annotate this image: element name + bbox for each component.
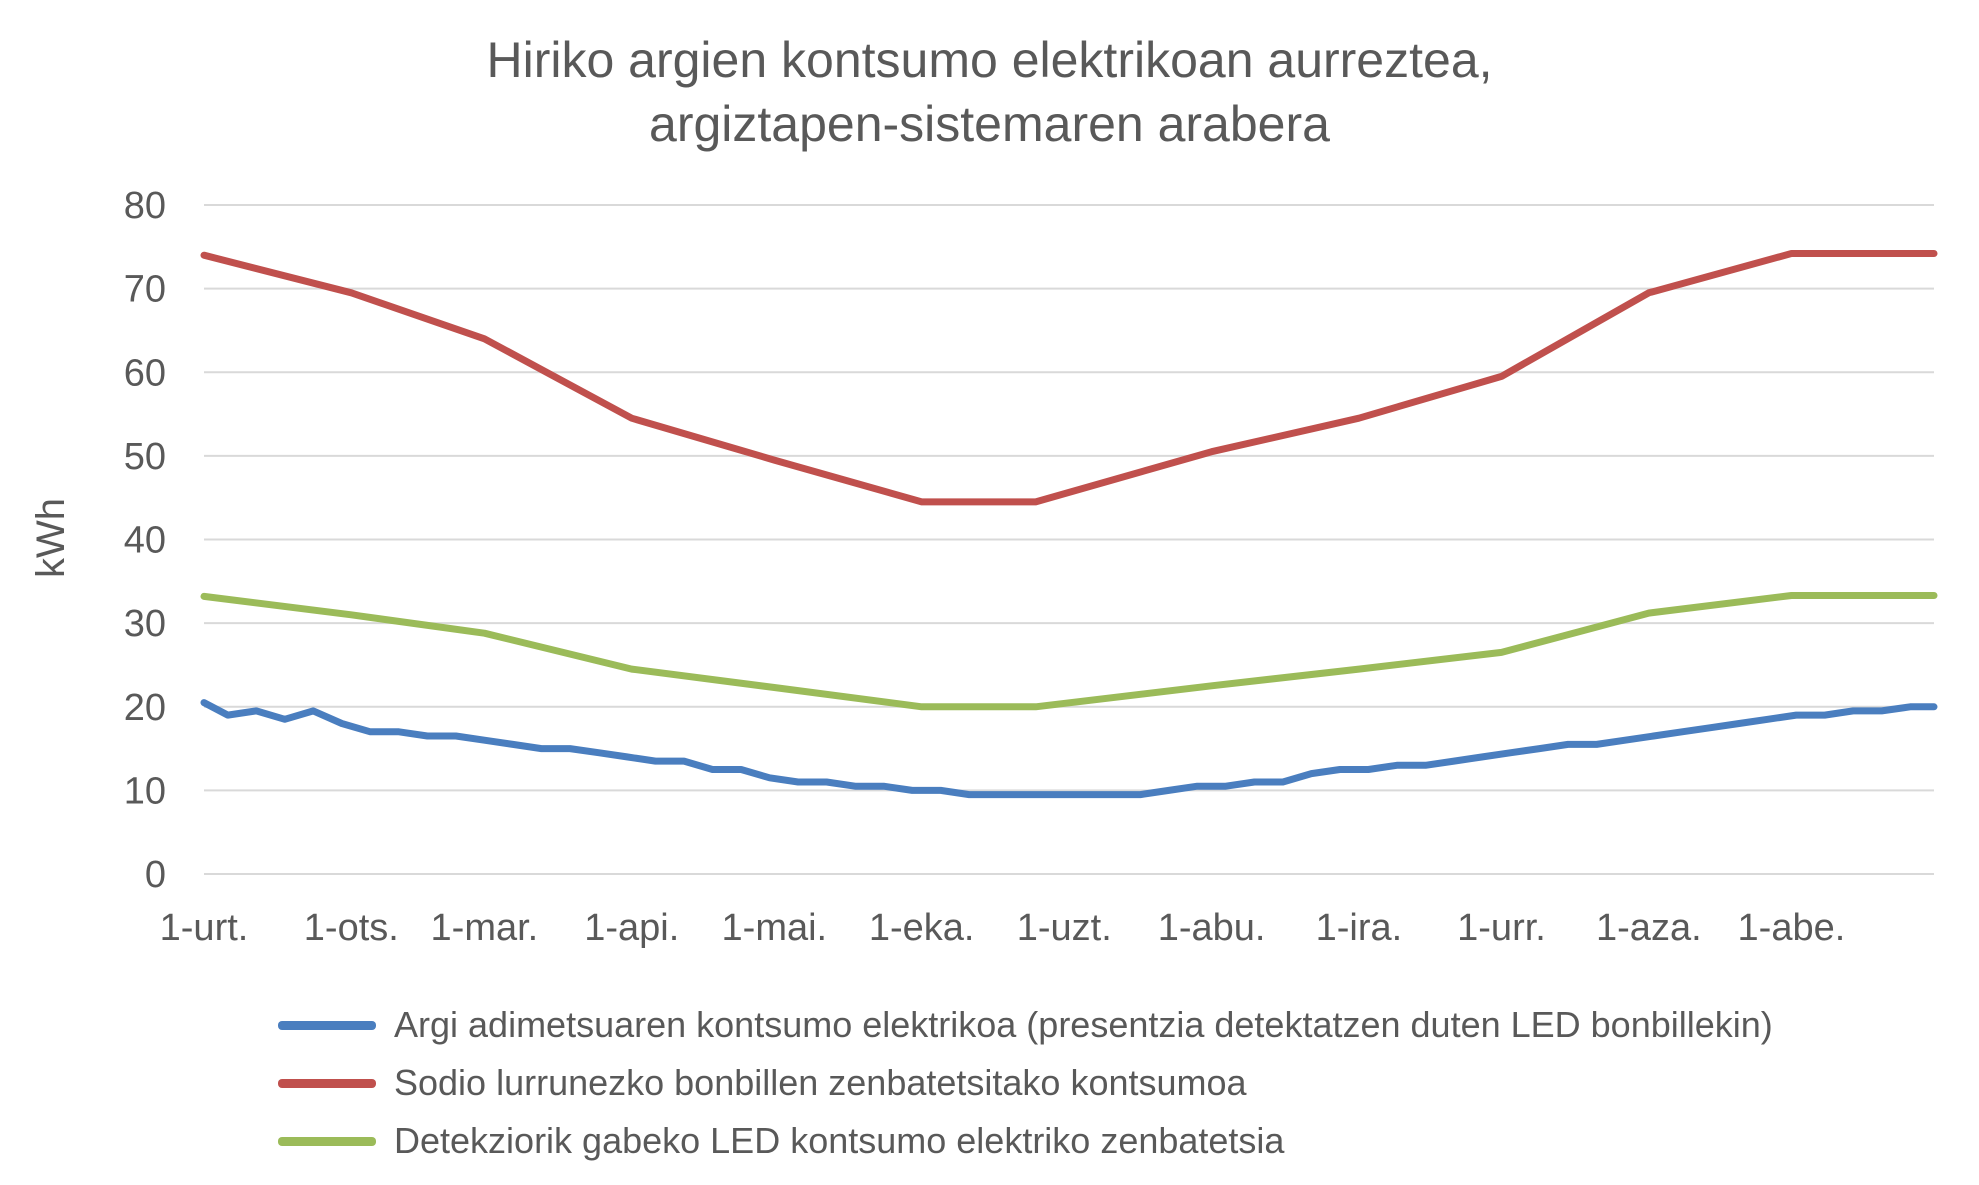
y-tick-label: 40: [124, 520, 166, 562]
x-tick-label: 1-ira.: [1316, 907, 1403, 949]
legend: Argi adimetsuaren kontsumo elektrikoa (p…: [278, 996, 1773, 1170]
legend-swatch-smart-light: [278, 1020, 376, 1030]
legend-item-led-no-detection: Detekziorik gabeko LED kontsumo elektrik…: [278, 1112, 1773, 1170]
legend-label-smart-light: Argi adimetsuaren kontsumo elektrikoa (p…: [394, 1004, 1773, 1045]
x-tick-label: 1-abu.: [1158, 907, 1266, 949]
chart-title-line-2: argiztapen-sistemaren arabera: [649, 96, 1330, 152]
y-tick-label: 50: [124, 436, 166, 478]
series-lines: [200, 250, 1938, 799]
gridlines: [204, 204, 1934, 875]
x-tick-label: 1-uzt.: [1017, 907, 1112, 949]
series-line-led-no-detection: [200, 592, 1938, 711]
x-tick-label: 1-abe.: [1738, 907, 1846, 949]
legend-swatch-sodium-lamps: [278, 1078, 376, 1088]
x-tick-label: 1-eka.: [869, 907, 975, 949]
x-tick-label: 1-ots.: [304, 907, 399, 949]
chart-title-line-1: Hiriko argien kontsumo elektrikoan aurre…: [486, 32, 1493, 88]
x-tick-label: 1-urr.: [1457, 907, 1546, 949]
x-tick-label: 1-mai.: [722, 907, 828, 949]
y-axis-label: kWh: [29, 498, 73, 578]
series-line-smart-light: [200, 699, 1938, 799]
legend-label-sodium-lamps: Sodio lurrunezko bonbillen zenbatetsitak…: [394, 1062, 1247, 1103]
legend-item-sodium-lamps: Sodio lurrunezko bonbillen zenbatetsitak…: [278, 1054, 1773, 1112]
legend-item-smart-light: Argi adimetsuaren kontsumo elektrikoa (p…: [278, 996, 1773, 1054]
x-axis-ticks: 1-urt. 1-ots. 1-mar. 1-api. 1-mai. 1-eka. 1-uz…: [160, 907, 1846, 949]
series-line-sodium-lamps: [200, 250, 1938, 506]
x-tick-label: 1-mar.: [431, 907, 539, 949]
y-axis-ticks: 0 10 20 30 40 50 60 70 80: [124, 185, 166, 896]
legend-swatch-led-no-detection: [278, 1136, 376, 1146]
y-tick-label: 80: [124, 185, 166, 227]
x-tick-label: 1-api.: [584, 907, 679, 949]
y-tick-label: 20: [124, 687, 166, 729]
x-tick-label: 1-urt.: [160, 907, 249, 949]
y-tick-label: 0: [145, 854, 166, 896]
chart-title: Hiriko argien kontsumo elektrikoan aurre…: [0, 28, 1979, 156]
legend-label-led-no-detection: Detekziorik gabeko LED kontsumo elektrik…: [394, 1120, 1285, 1161]
x-tick-label: 1-aza.: [1596, 907, 1702, 949]
y-tick-label: 10: [124, 770, 166, 812]
y-tick-label: 70: [124, 269, 166, 311]
y-tick-label: 60: [124, 352, 166, 394]
y-tick-label: 30: [124, 603, 166, 645]
